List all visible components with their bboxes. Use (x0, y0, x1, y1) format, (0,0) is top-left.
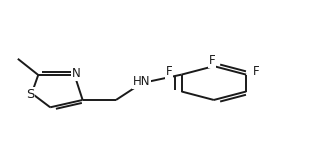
Text: S: S (26, 88, 34, 101)
Text: HN: HN (133, 75, 151, 88)
Text: F: F (209, 54, 215, 67)
Text: N: N (72, 67, 81, 80)
Text: F: F (252, 65, 259, 78)
Text: F: F (166, 65, 173, 78)
